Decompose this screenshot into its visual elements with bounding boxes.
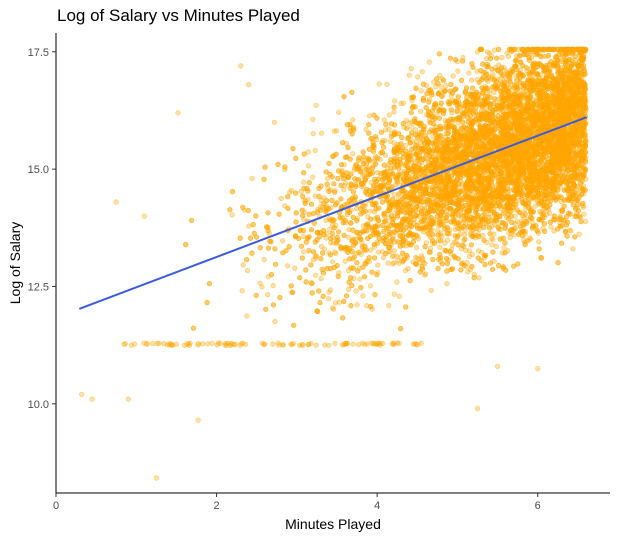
- data-point: [345, 234, 352, 240]
- data-point: [576, 231, 582, 237]
- data-point: [318, 243, 325, 249]
- data-point: [285, 263, 291, 269]
- data-point: [249, 175, 255, 181]
- data-point: [437, 244, 443, 250]
- data-point: [435, 227, 441, 234]
- data-point: [391, 291, 397, 297]
- data-point: [350, 117, 356, 123]
- data-point: [360, 293, 366, 299]
- data-point: [244, 313, 250, 319]
- data-point: [385, 260, 391, 266]
- data-point: [329, 259, 336, 265]
- data-point: [301, 179, 307, 185]
- data-point: [331, 306, 337, 312]
- data-point: [363, 126, 369, 133]
- data-point: [341, 187, 347, 193]
- points-layer: [79, 46, 589, 481]
- data-point: [444, 281, 450, 287]
- data-point: [461, 232, 468, 238]
- data-point: [318, 276, 324, 282]
- data-point: [334, 128, 340, 134]
- data-point: [389, 253, 395, 259]
- data-point: [330, 222, 336, 228]
- data-point: [324, 176, 330, 182]
- data-point: [489, 242, 495, 248]
- data-point: [350, 151, 356, 157]
- data-point: [278, 195, 284, 201]
- data-point: [391, 109, 397, 115]
- data-point: [287, 189, 293, 195]
- data-point: [312, 193, 318, 199]
- data-point: [354, 302, 360, 308]
- data-point: [377, 157, 383, 163]
- data-point: [450, 73, 456, 79]
- data-point: [357, 276, 363, 282]
- data-point: [310, 131, 316, 137]
- data-point: [469, 77, 475, 83]
- data-point: [465, 269, 471, 275]
- data-point: [313, 272, 319, 278]
- chart-title: Log of Salary vs Minutes Played: [57, 6, 300, 25]
- data-point: [272, 318, 278, 325]
- data-point: [423, 240, 430, 246]
- data-point: [466, 248, 473, 254]
- data-point: [486, 50, 492, 56]
- data-point: [384, 81, 390, 87]
- data-point: [476, 275, 482, 281]
- data-point: [491, 90, 497, 96]
- data-point: [387, 138, 394, 145]
- data-point: [426, 59, 432, 65]
- data-point: [418, 88, 424, 94]
- data-point: [386, 112, 392, 118]
- data-point: [346, 286, 352, 293]
- data-point: [310, 116, 316, 122]
- data-point: [391, 248, 397, 254]
- data-point: [536, 239, 542, 245]
- data-point: [332, 249, 338, 255]
- data-point: [270, 283, 276, 289]
- data-point: [326, 289, 332, 295]
- data-point: [301, 216, 307, 222]
- data-point: [418, 108, 424, 114]
- data-point: [353, 288, 359, 294]
- data-point: [492, 47, 498, 53]
- data-point: [313, 102, 319, 108]
- data-point: [570, 246, 576, 252]
- data-point: [394, 279, 400, 285]
- data-point: [327, 226, 333, 232]
- data-point: [312, 147, 318, 154]
- data-point: [372, 209, 378, 215]
- data-point: [261, 257, 267, 263]
- data-point: [455, 68, 461, 74]
- data-point: [376, 81, 382, 87]
- data-point: [408, 65, 414, 72]
- data-point: [368, 247, 374, 253]
- data-point: [300, 249, 307, 255]
- data-point: [292, 265, 298, 271]
- data-point: [265, 292, 271, 298]
- data-point: [392, 98, 398, 104]
- data-point: [512, 213, 518, 219]
- data-point: [386, 303, 392, 309]
- data-point: [364, 303, 370, 309]
- data-point: [240, 262, 246, 268]
- data-point: [239, 288, 245, 294]
- data-point: [505, 53, 512, 60]
- data-point: [413, 244, 420, 251]
- data-point: [392, 192, 398, 198]
- data-point: [229, 212, 235, 218]
